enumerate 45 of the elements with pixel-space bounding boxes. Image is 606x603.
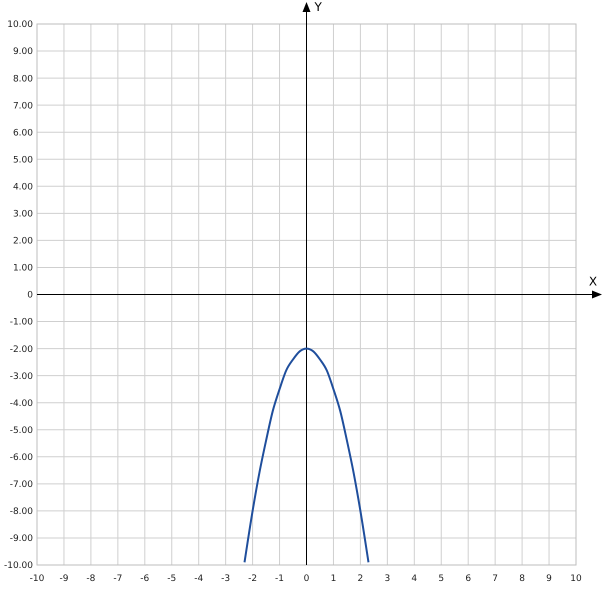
x-tick-label: 8 — [519, 574, 526, 584]
x-tick-label: 6 — [465, 574, 472, 584]
x-tick-label: -1 — [275, 574, 284, 584]
y-tick-label: 8.00 — [12, 74, 34, 84]
x-tick-label: 2 — [358, 574, 364, 584]
y-tick-label: 0 — [27, 290, 34, 301]
y-tick-label: 10.00 — [7, 20, 34, 30]
y-tick-label: -2.00 — [10, 344, 34, 355]
x-tick-label: 3 — [384, 574, 390, 584]
y-tick-label: 3.00 — [12, 210, 34, 220]
x-tick-label: -8 — [86, 574, 96, 584]
y-tick-label: 5.00 — [12, 155, 34, 166]
x-tick-label: 9 — [546, 574, 552, 584]
y-tick-label: -1.00 — [10, 318, 34, 328]
y-tick-label: 4.00 — [12, 182, 34, 192]
x-tick-label: -6 — [140, 574, 150, 584]
y-axis-title: Y — [314, 0, 322, 14]
x-tick-label: -10 — [30, 574, 45, 584]
x-tick-label: -2 — [248, 574, 258, 584]
x-tick-label: 0 — [304, 574, 310, 584]
x-tick-label: 7 — [492, 574, 498, 584]
x-tick-label: -4 — [194, 574, 204, 584]
x-tick-label: -5 — [167, 574, 176, 584]
x-axis-title: X — [588, 274, 598, 288]
y-tick-label: 7.00 — [12, 101, 34, 112]
y-tick-label: -9.00 — [10, 534, 34, 544]
y-tick-label: -8.00 — [10, 507, 34, 518]
x-tick-label: 1 — [330, 574, 336, 584]
y-tick-label: -10.00 — [4, 561, 34, 572]
y-tick-label: 2.00 — [12, 236, 34, 247]
y-tick-label: 1.00 — [12, 264, 34, 274]
y-tick-label: -7.00 — [10, 480, 34, 490]
x-tick-label: 5 — [438, 574, 444, 584]
y-tick-label: -4.00 — [10, 398, 34, 409]
x-tick-label: -7 — [113, 574, 122, 584]
x-tick-label: -3 — [221, 574, 230, 584]
y-tick-label: -5.00 — [10, 426, 34, 436]
y-tick-label: 6.00 — [12, 128, 34, 138]
y-tick-label: -3.00 — [10, 372, 34, 382]
x-tick-label: 4 — [411, 574, 418, 584]
y-tick-label: 9.00 — [12, 47, 34, 58]
x-tick-label: -9 — [59, 574, 69, 584]
x-tick-label: 10 — [570, 574, 582, 584]
line-series — [244, 348, 370, 564]
y-tick-label: -6.00 — [10, 452, 34, 463]
